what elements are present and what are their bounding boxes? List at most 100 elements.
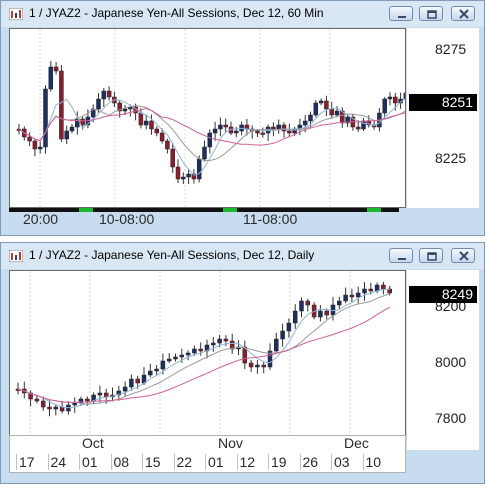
date-tick-label: 22	[173, 454, 192, 470]
date-tick-label: 08	[110, 454, 129, 470]
close-button[interactable]	[451, 6, 475, 21]
candle-body	[302, 120, 308, 126]
moving-average-line	[18, 105, 405, 161]
candle-body	[374, 284, 380, 292]
restore-button[interactable]	[419, 6, 443, 21]
candle-body	[305, 300, 311, 306]
minimize-button[interactable]	[389, 6, 413, 21]
candle-body	[28, 392, 33, 400]
month-label: Nov	[218, 435, 243, 451]
candle-body	[116, 390, 122, 396]
candle-body	[59, 70, 64, 140]
candle-body	[106, 90, 112, 98]
candle-body	[223, 124, 228, 128]
candle-body	[202, 146, 207, 160]
candle-body	[292, 310, 298, 324]
session-segment	[381, 208, 399, 212]
day-label-row: 17 24 01 08 15 22 01 12 19 26 03 10	[10, 453, 405, 473]
moving-average-line	[17, 306, 390, 403]
candle-body	[343, 294, 348, 302]
candle-body	[267, 350, 273, 368]
candle-body	[37, 146, 43, 150]
candle-body	[223, 338, 229, 342]
chart-window-60min[interactable]: 1 / JYAZ2 - Japanese Yen-All Sessions, D…	[0, 0, 485, 236]
candle-body	[381, 284, 386, 290]
candle-body	[179, 354, 185, 358]
close-button[interactable]	[451, 248, 475, 263]
candle-body	[72, 402, 77, 406]
candle-body	[340, 110, 345, 124]
month-label: Oct	[82, 435, 104, 451]
title-bar[interactable]: 1 / JYAZ2 - Japanese Yen-All Sessions, D…	[1, 1, 484, 27]
price-tick-label: 7800	[435, 410, 467, 426]
date-tick-label: 17	[16, 454, 35, 470]
candle-body	[196, 158, 202, 180]
candle-body	[117, 102, 122, 112]
candle-body	[355, 126, 361, 130]
candle-body	[299, 300, 304, 312]
candle-body	[387, 96, 393, 100]
candle-body	[154, 368, 159, 372]
price-axis: 8200 8000 7800 8249	[407, 270, 479, 450]
candle-body	[122, 108, 128, 112]
candle-body	[129, 378, 134, 388]
last-price-marker: 8249	[409, 286, 477, 303]
session-segment	[93, 208, 223, 212]
candle-body	[382, 98, 387, 114]
price-tick-label: 8000	[435, 354, 467, 370]
candle-body	[69, 126, 75, 132]
candle-body	[255, 364, 260, 368]
candle-body	[337, 300, 342, 306]
candle-body	[318, 310, 323, 318]
candle-body	[186, 173, 191, 178]
candle-body	[159, 132, 165, 142]
candle-body	[286, 322, 292, 332]
candle-body	[75, 118, 80, 128]
candle-body	[242, 346, 248, 364]
candle-body	[368, 288, 374, 292]
candle-body	[345, 116, 350, 124]
time-label: 10-08:00	[99, 211, 155, 227]
candle-body	[271, 126, 276, 130]
moving-average-line	[17, 288, 390, 409]
price-plot-area[interactable]	[9, 28, 406, 208]
chart-app-icon	[9, 8, 23, 20]
candle-body	[274, 338, 279, 352]
candle-body	[135, 378, 140, 384]
candle-body	[170, 148, 175, 168]
candle-body	[318, 100, 324, 104]
time-axis: 20:00 10-08:00 11-08:00	[9, 208, 406, 228]
candle-body	[96, 98, 101, 110]
title-bar[interactable]: 1 / JYAZ2 - Japanese Yen-All Sessions, D…	[1, 243, 484, 269]
date-tick-label: 24	[47, 454, 66, 470]
price-plot-area[interactable]	[9, 270, 406, 450]
candle-body	[207, 132, 213, 148]
chart-window-daily[interactable]: 1 / JYAZ2 - Japanese Yen-All Sessions, D…	[0, 242, 485, 484]
candle-body	[154, 128, 160, 134]
session-segment	[223, 208, 237, 212]
month-label: Dec	[344, 435, 369, 451]
candle-body	[165, 140, 170, 150]
time-label: 11-08:00	[243, 211, 298, 227]
date-tick-label: 01	[79, 454, 98, 470]
candle-body	[27, 136, 32, 142]
candle-body	[234, 130, 239, 134]
price-axis: 8275 8225 8251	[407, 28, 479, 208]
candle-body	[47, 406, 52, 410]
candle-body	[393, 96, 398, 104]
candle-body	[192, 348, 197, 354]
restore-button[interactable]	[419, 248, 443, 263]
candle-body	[149, 120, 154, 130]
candle-body	[32, 140, 38, 150]
moving-average-line	[18, 107, 405, 146]
candle-body	[138, 112, 144, 126]
moving-average-line	[18, 98, 405, 176]
candle-body	[334, 110, 340, 116]
candle-body	[40, 400, 46, 408]
minimize-button[interactable]	[389, 248, 413, 263]
candle-body	[229, 340, 235, 350]
candle-body	[324, 100, 329, 110]
candle-body	[212, 128, 218, 134]
candle-body	[191, 173, 197, 180]
candle-body	[261, 364, 266, 368]
